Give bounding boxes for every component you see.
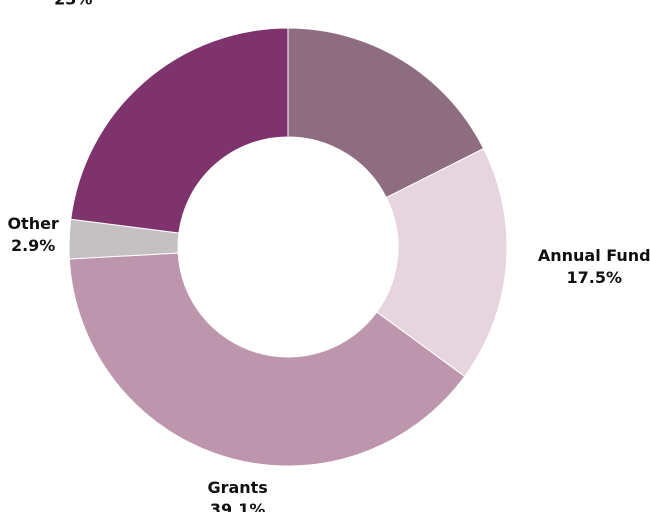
- slice-name-label: Grants: [207, 478, 267, 497]
- slice-labels: Hope Blooms17.6%Annual Fund17.5%Grants39…: [7, 0, 650, 512]
- slice-value-label: 17.5%: [566, 268, 622, 287]
- slice-major-gifts: [70, 27, 289, 234]
- slice-value-label: 2.9%: [11, 236, 55, 255]
- slice-grants: [68, 252, 466, 467]
- slice-annual-fund: [376, 147, 508, 378]
- slice-value-label: 39.1%: [210, 500, 266, 512]
- slice-hope-blooms: [287, 27, 485, 199]
- slice-name-label: Other: [7, 214, 58, 233]
- label-other: Other 2.9%: [7, 214, 58, 255]
- donut-slices: [68, 27, 508, 467]
- label-grants: Grants 39.1%: [207, 478, 267, 512]
- label-annual-fund: Annual Fund 17.5%: [538, 246, 650, 287]
- label-major-gifts: Major Gifts23%: [54, 0, 92, 9]
- slice-value-label: 23%: [54, 0, 92, 9]
- slice-name-label: Annual Fund: [538, 246, 650, 265]
